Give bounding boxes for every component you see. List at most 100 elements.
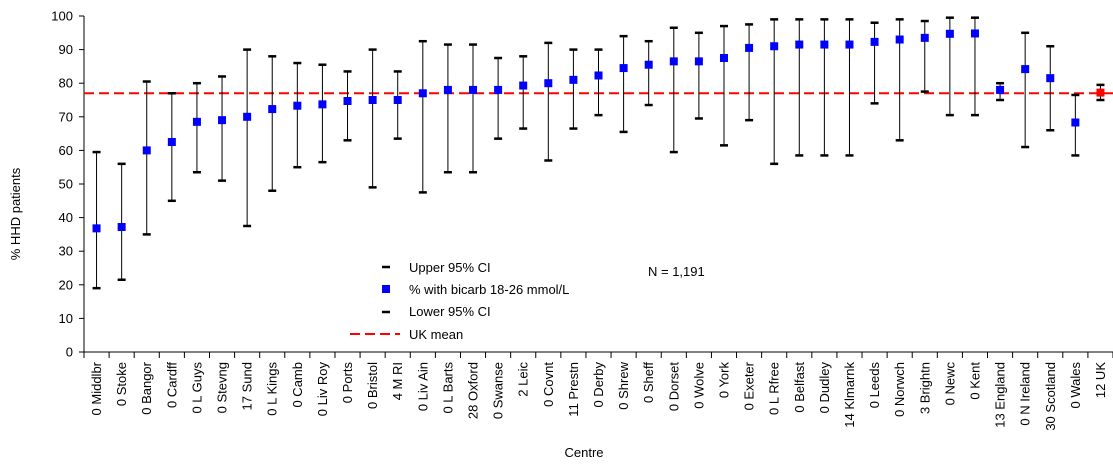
y-tick-label: 100	[51, 9, 73, 24]
x-tick-label: 0 Liv Ain	[415, 362, 430, 411]
data-point	[845, 40, 854, 49]
legend-box	[342, 255, 634, 345]
data-point	[970, 29, 979, 38]
data-point	[619, 64, 628, 73]
data-points	[92, 29, 1105, 233]
x-tick-label: 0 L Rfree	[767, 362, 782, 415]
data-point	[469, 85, 478, 94]
data-point	[996, 85, 1005, 94]
x-tick-label: 0 Derby	[591, 362, 606, 408]
x-tick-label: 0 Norwch	[892, 362, 907, 417]
x-tick-label: 0 Ports	[340, 362, 355, 404]
data-point	[167, 138, 176, 146]
y-tick-label: 20	[59, 277, 73, 292]
x-tick-label: 17 Sund	[240, 362, 255, 410]
uk-point	[1096, 88, 1105, 97]
x-tick-label: 0 Cardff	[164, 362, 179, 408]
data-point	[719, 54, 728, 62]
x-tick-label: 0 N Ireland	[1018, 362, 1033, 426]
data-point	[669, 57, 678, 66]
x-axis-title: Centre	[564, 445, 603, 460]
data-point	[694, 57, 703, 66]
data-point	[142, 146, 151, 155]
legend-mean-label: UK mean	[409, 327, 463, 342]
y-tick-label: 80	[59, 76, 73, 91]
y-tick-label: 0	[66, 345, 73, 360]
x-tick-label: 0 Covnt	[541, 362, 556, 407]
data-point	[418, 89, 427, 98]
x-tick-label: 0 L Guys	[189, 362, 204, 414]
y-axis: 0 10 20 30 40 50 60 70 80 90 100	[51, 9, 85, 360]
data-point	[443, 85, 452, 94]
x-tick-label: 13 England	[993, 362, 1008, 428]
x-tick-label: 0 Shrew	[616, 361, 631, 409]
x-tick-label: 0 Stevng	[215, 362, 230, 413]
y-tick-label: 90	[59, 42, 73, 57]
x-tick-label: 0 York	[716, 362, 731, 399]
data-point	[368, 96, 377, 104]
x-tick-label: 0 Sheff	[641, 362, 656, 403]
x-tick-label: 0 L Kings	[265, 362, 280, 416]
x-tick-label: 0 Newc	[942, 362, 957, 406]
x-tick-label: 28 Oxford	[466, 362, 481, 419]
y-tick-label: 70	[59, 109, 73, 124]
data-point	[770, 42, 779, 51]
x-tick-label: 0 Leeds	[867, 362, 882, 409]
x-tick-label: 4 M RI	[390, 362, 405, 400]
legend: Upper 95% CI % with bicarb 18-26 mmol/L …	[342, 255, 634, 345]
data-point	[243, 112, 252, 121]
data-point	[268, 105, 277, 114]
data-point	[318, 100, 327, 109]
y-tick-label: 10	[59, 311, 73, 326]
x-tick-labels: 0 Middlbr 0 Stoke 0 Bangor 0 Cardff 0 L Guys…	[89, 361, 1108, 430]
data-point	[293, 101, 302, 110]
data-point	[745, 43, 754, 52]
data-point	[870, 37, 879, 46]
x-tick-label: 11 Prestn	[566, 362, 581, 417]
confidence-intervals	[92, 16, 1105, 290]
y-tick-label: 40	[59, 210, 73, 225]
x-tick-label: 0 Middlbr	[89, 361, 104, 415]
data-point	[594, 71, 603, 80]
x-tick-label: 0 Wales	[1068, 362, 1083, 409]
x-tick-label: 0 Bangor	[139, 361, 154, 414]
x-tick-label: 0 Dorset	[666, 362, 681, 412]
data-point	[343, 97, 352, 106]
data-point	[192, 117, 201, 126]
data-point	[569, 75, 578, 84]
x-tick-label: 0 Bristol	[365, 362, 380, 409]
x-tick-label: 0 Wolve	[691, 362, 706, 409]
x-tick-label: 0 Belfast	[792, 362, 807, 413]
data-point	[117, 223, 126, 232]
legend-point-swatch	[382, 285, 390, 293]
legend-point-label: % with bicarb 18-26 mmol/L	[409, 282, 569, 297]
x-tick-label: 0 Dudley	[817, 362, 832, 414]
x-tick-label: 12 UK	[1093, 362, 1108, 398]
x-tick-label: 0 Stoke	[114, 362, 129, 406]
y-tick-label: 30	[59, 244, 73, 259]
y-axis-title: % HHD patients	[8, 167, 23, 260]
data-point	[1071, 118, 1080, 127]
x-tick-label: 0 Camb	[290, 362, 305, 408]
data-point	[945, 29, 954, 38]
data-point	[920, 33, 929, 42]
data-point	[1021, 65, 1030, 74]
x-tick-label: 14 Klmarnk	[842, 362, 857, 428]
data-point	[494, 85, 503, 94]
data-point	[544, 79, 553, 88]
x-tick-label: 3 Brightn	[917, 362, 932, 414]
data-point	[644, 60, 653, 69]
x-tick-label: 0 Liv Roy	[315, 362, 330, 417]
x-axis	[83, 351, 1113, 358]
legend-lower-label: Lower 95% CI	[409, 304, 491, 319]
data-point	[218, 116, 227, 125]
y-tick-label: 60	[59, 143, 73, 158]
data-point	[519, 81, 528, 90]
x-tick-label: 0 Swanse	[491, 362, 506, 419]
data-point	[795, 40, 804, 49]
x-tick-label: 0 Exeter	[742, 361, 757, 410]
data-point	[1046, 74, 1055, 83]
x-tick-label: 0 Kent	[967, 362, 982, 400]
data-point	[820, 40, 829, 49]
